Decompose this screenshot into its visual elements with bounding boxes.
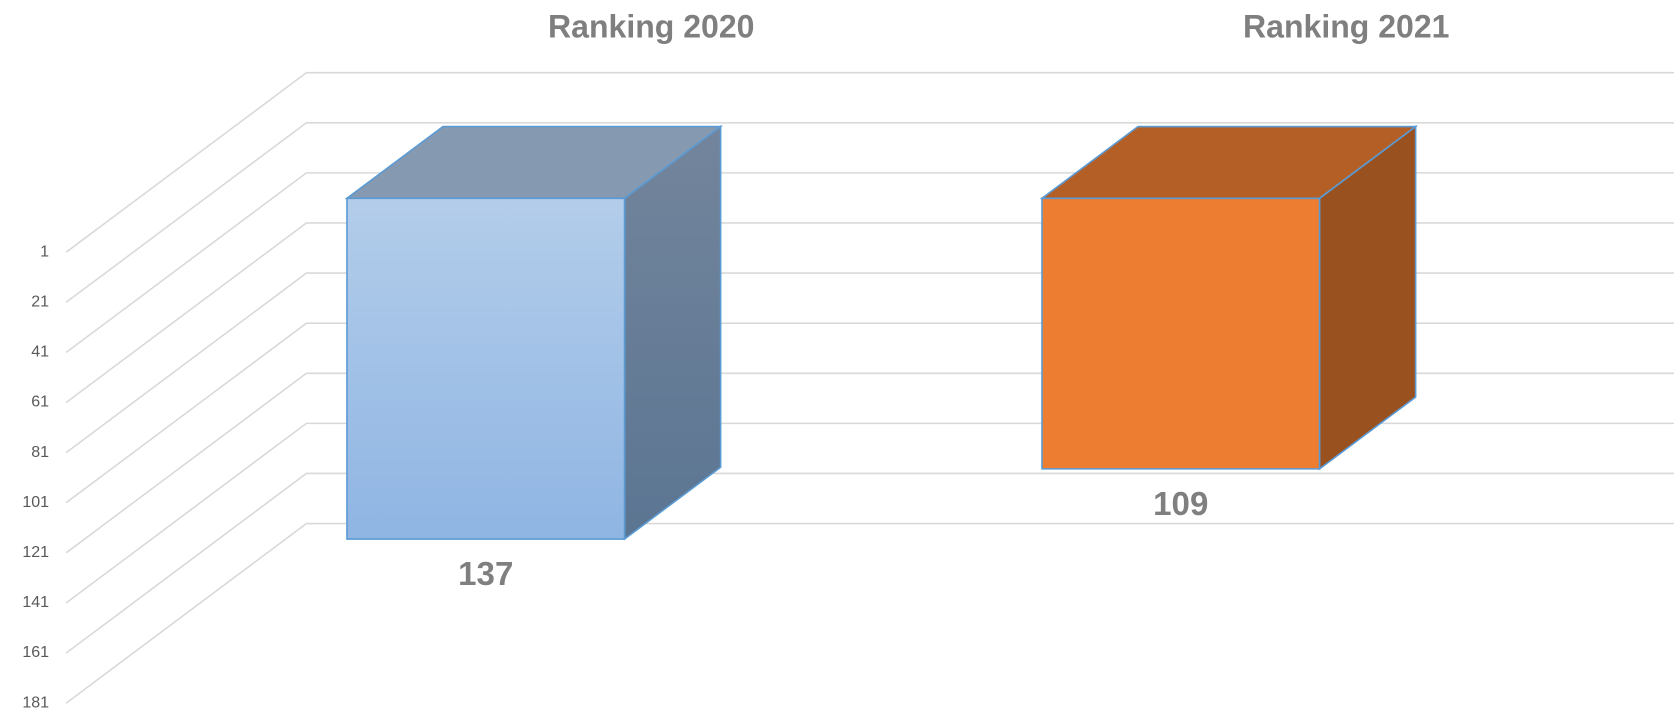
y-tick-label: 181 xyxy=(22,693,49,711)
bar-front xyxy=(1041,197,1321,470)
grid-line xyxy=(65,71,1674,253)
bar xyxy=(344,124,724,541)
grid-line xyxy=(65,472,1674,654)
grid-line xyxy=(65,322,1674,504)
grid-line xyxy=(65,422,1674,604)
data-label: 109 xyxy=(1153,486,1208,523)
grid-line xyxy=(65,522,1674,704)
grid-line xyxy=(65,222,1674,404)
grid-line xyxy=(65,372,1674,554)
y-tick-label: 41 xyxy=(31,343,49,361)
bar-side xyxy=(623,124,722,541)
y-tick-label: 161 xyxy=(22,643,49,661)
y-tick-label: 101 xyxy=(22,493,49,511)
y-tick-label: 121 xyxy=(22,543,49,561)
grid-line xyxy=(65,121,1674,303)
y-tick-label: 21 xyxy=(31,293,49,311)
data-label: 137 xyxy=(458,556,513,593)
y-tick-label: 81 xyxy=(31,443,49,461)
category-label: Ranking 2020 xyxy=(548,8,754,44)
category-label: Ranking 2021 xyxy=(1243,8,1449,44)
y-tick-label: 1 xyxy=(40,242,49,260)
bar xyxy=(1039,124,1419,471)
y-tick-label: 61 xyxy=(31,393,49,411)
y-tick-label: 141 xyxy=(22,593,49,611)
grid-line xyxy=(65,172,1674,354)
grid-line xyxy=(65,272,1674,454)
bar-front xyxy=(346,197,626,540)
